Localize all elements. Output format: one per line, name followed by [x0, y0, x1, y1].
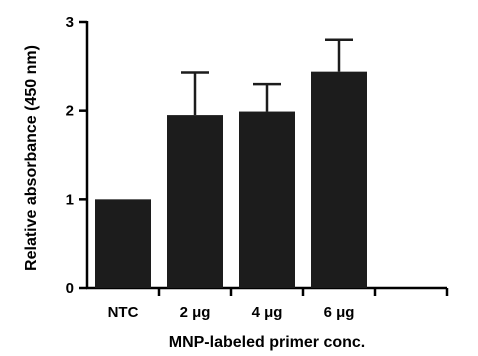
bar — [239, 111, 295, 288]
x-tick-label: 6 μg — [324, 304, 355, 321]
x-axis-title: MNP-labeled primer conc. — [169, 334, 366, 351]
x-tick-label: 4 μg — [252, 304, 283, 321]
bar — [311, 71, 367, 288]
y-tick-label: 2 — [66, 103, 74, 120]
y-tick-label: 3 — [66, 14, 74, 31]
y-axis-title: Relative absorbance (450 nm) — [23, 45, 40, 271]
x-tick-label: 2 μg — [180, 304, 211, 321]
plot-area: 0 1 2 3 NTC 2 μg 4 μg 6 μg — [66, 14, 449, 321]
y-tick-label: 1 — [66, 191, 74, 208]
bar — [95, 199, 151, 288]
y-tick-label: 0 — [66, 280, 74, 297]
bar — [167, 115, 223, 288]
x-tick-label: NTC — [108, 304, 139, 321]
